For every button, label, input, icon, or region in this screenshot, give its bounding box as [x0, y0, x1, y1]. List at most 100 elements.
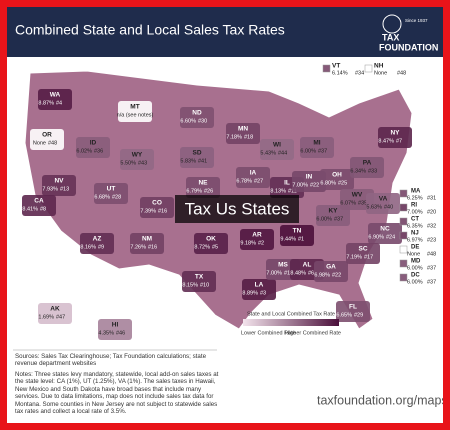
side-rate: 6.00%: [407, 279, 423, 285]
side-swatch: [399, 259, 408, 268]
state-abbr: AZ: [93, 236, 102, 243]
state-rate: 6.34%: [350, 168, 366, 174]
state-rate: 8.48%: [290, 270, 306, 276]
state-rank: #41: [198, 158, 207, 164]
state-rate: 6.14%: [332, 70, 348, 76]
state-patch: [186, 177, 220, 198]
state-rank: #37: [334, 216, 343, 222]
state-abbr: MN: [238, 126, 248, 133]
state-rate: 5.63%: [366, 204, 382, 210]
side-abbr: MA: [411, 189, 421, 195]
state-patch: [180, 147, 214, 168]
state-abbr: LA: [255, 282, 264, 289]
state-rate: 8.47%: [378, 138, 394, 144]
state-patch: [94, 183, 128, 204]
state-patch: [280, 225, 314, 246]
state-swatch: [364, 64, 373, 73]
state-abbr: IL: [284, 180, 290, 187]
state-abbr: WY: [132, 152, 143, 159]
state-patch: [130, 233, 164, 254]
state-patch: [366, 193, 400, 214]
state-rate: 7.19%: [346, 254, 362, 260]
state-rank: #18: [244, 134, 253, 140]
state-rate: 8.15%: [182, 282, 198, 288]
overlay-text: Tax Us States: [185, 199, 290, 218]
side-rank: #32: [427, 223, 436, 229]
state-rate: None: [374, 70, 387, 76]
state-rank: #2: [258, 240, 264, 246]
state-patch: [80, 233, 114, 254]
state-rank: #46: [116, 330, 125, 336]
side-abbr: DE: [411, 245, 419, 251]
state-rate: 5.83%: [180, 158, 196, 164]
state-rank: #19: [284, 270, 293, 276]
state-abbr: AK: [50, 306, 60, 313]
side-swatch: [399, 217, 408, 226]
side-rate: 6.97%: [407, 237, 423, 243]
state-abbr: NE: [198, 180, 208, 187]
state-rate: 9.44%: [280, 236, 296, 242]
legend-low: Lower Combined Rate: [241, 330, 296, 336]
state-patch: [180, 107, 214, 128]
side-rate: 6.35%: [407, 223, 423, 229]
state-patch: [240, 229, 274, 250]
state-abbr: TX: [195, 274, 204, 281]
side-swatch: [399, 189, 408, 198]
state-patch: [320, 169, 354, 190]
state-patch: [292, 171, 326, 192]
state-rate: 7.00%: [292, 182, 308, 188]
state-rate: 6.68%: [94, 194, 110, 200]
state-rank: #16: [158, 208, 167, 214]
state-abbr: IN: [306, 174, 313, 181]
state-rate: 5.43%: [260, 150, 276, 156]
state-rate: 6.60%: [180, 118, 196, 124]
state-patch: [226, 123, 260, 144]
state-patch: [316, 205, 350, 226]
side-abbr: RI: [411, 203, 417, 209]
state-rate: 8.87%: [38, 100, 54, 106]
state-rank: #10: [200, 282, 209, 288]
state-rate: 8.89%: [242, 290, 258, 296]
state-patch: [314, 261, 348, 282]
legend-title: State and Local Combined Tax Rate: [247, 311, 335, 317]
state-patch: [140, 197, 174, 218]
state-rank: #47: [56, 314, 65, 320]
state-rank: #34: [355, 70, 364, 76]
state-patch: [194, 233, 228, 254]
state-patch: [182, 271, 216, 292]
side-abbr: DC: [411, 273, 420, 279]
side-swatch: [399, 203, 408, 212]
state-rate: 5.50%: [120, 160, 136, 166]
state-rank: #27: [254, 178, 263, 184]
state-rank: #43: [138, 160, 147, 166]
state-abbr: AR: [252, 232, 262, 239]
header-band: [7, 7, 443, 57]
legend-high: Higher Combined Rate: [285, 330, 341, 336]
frame: Combined State and Local Sales Tax Rates…: [7, 7, 443, 423]
state-rank: #36: [94, 148, 103, 154]
state-abbr: AL: [303, 262, 312, 269]
state-abbr: NH: [374, 63, 384, 70]
state-rank: #48: [48, 140, 57, 146]
logo-since: Since 1937: [405, 18, 428, 23]
state-abbr: TN: [293, 228, 302, 235]
state-rank: #28: [112, 194, 121, 200]
state-abbr: NM: [142, 236, 152, 243]
state-rate: 6.00%: [316, 216, 332, 222]
state-abbr: MI: [313, 140, 320, 147]
sources: Sources: Sales Tax Clearinghouse; Tax Fo…: [15, 353, 207, 368]
legend-bar: [243, 319, 339, 326]
state-rate: 6.90%: [368, 234, 384, 240]
state-abbr: NC: [380, 226, 390, 233]
state-patch: [260, 139, 294, 160]
state-patch: [336, 301, 370, 322]
state-rank: #8: [40, 206, 46, 212]
url: taxfoundation.org/maps: [317, 393, 443, 407]
map: Combined State and Local Sales Tax Rates…: [7, 7, 443, 407]
state-rank: #16: [148, 244, 157, 250]
state-abbr: CO: [152, 200, 162, 207]
state-rank: #7: [396, 138, 402, 144]
side-abbr: MD: [411, 259, 421, 265]
state-abbr: KY: [328, 208, 338, 215]
